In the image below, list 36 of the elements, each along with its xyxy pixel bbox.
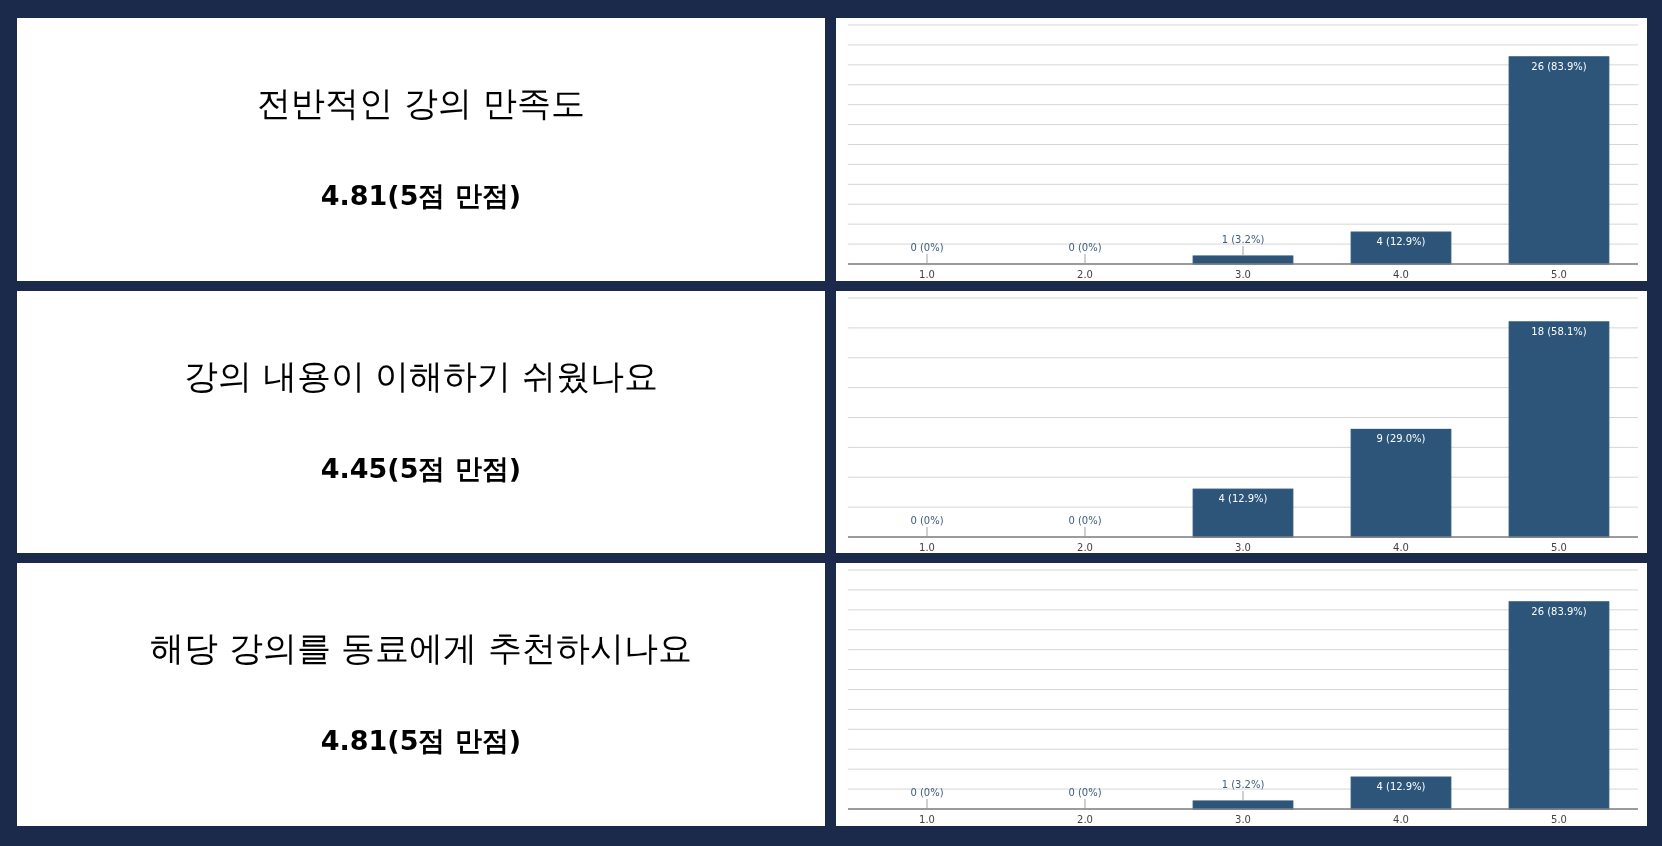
data-label: 0 (0%) bbox=[910, 241, 944, 253]
data-label: 26 (83.9%) bbox=[1531, 605, 1587, 617]
x-tick-label: 1.0 bbox=[919, 268, 935, 280]
x-tick-label: 4.0 bbox=[1393, 268, 1409, 280]
data-label: 0 (0%) bbox=[1068, 786, 1102, 798]
data-label: 1 (3.2%) bbox=[1221, 233, 1265, 245]
x-tick-label: 2.0 bbox=[1077, 268, 1093, 280]
data-label: 4 (12.9%) bbox=[1376, 780, 1426, 792]
x-tick-label: 3.0 bbox=[1235, 268, 1251, 280]
x-tick-label: 4.0 bbox=[1393, 813, 1409, 825]
x-tick-label: 5.0 bbox=[1551, 268, 1567, 280]
data-label: 0 (0%) bbox=[1068, 514, 1102, 526]
data-label: 9 (29.0%) bbox=[1376, 432, 1426, 444]
data-label: 4 (12.9%) bbox=[1376, 235, 1426, 247]
data-label: 0 (0%) bbox=[910, 514, 944, 526]
x-tick-label: 2.0 bbox=[1077, 813, 1093, 825]
x-tick-label: 1.0 bbox=[919, 541, 935, 553]
text: 강의 내용이 이해하기 쉬웠나요 bbox=[183, 355, 659, 396]
x-tick-label: 3.0 bbox=[1235, 541, 1251, 553]
text: 해당 강의를 동료에게 추천하시나요 bbox=[149, 628, 693, 669]
text: 4.81(5점 만점) bbox=[320, 179, 522, 211]
data-label: 0 (0%) bbox=[1068, 241, 1102, 253]
x-tick-label: 1.0 bbox=[919, 813, 935, 825]
x-tick-label: 2.0 bbox=[1077, 541, 1093, 553]
text: 4.45(5점 만점) bbox=[320, 451, 522, 483]
x-tick-label: 4.0 bbox=[1393, 541, 1409, 553]
data-label: 4 (12.9%) bbox=[1218, 492, 1268, 504]
x-tick-label: 5.0 bbox=[1551, 813, 1567, 825]
x-tick-label: 5.0 bbox=[1551, 541, 1567, 553]
data-label: 26 (83.9%) bbox=[1531, 60, 1587, 72]
data-label: 0 (0%) bbox=[910, 786, 944, 798]
text: 4.81(5점 만점) bbox=[320, 724, 522, 756]
x-tick-label: 3.0 bbox=[1235, 813, 1251, 825]
data-label: 1 (3.2%) bbox=[1221, 778, 1265, 790]
data-label: 18 (58.1%) bbox=[1531, 325, 1587, 337]
text: 전반적인 강의 만족도 bbox=[257, 82, 585, 123]
